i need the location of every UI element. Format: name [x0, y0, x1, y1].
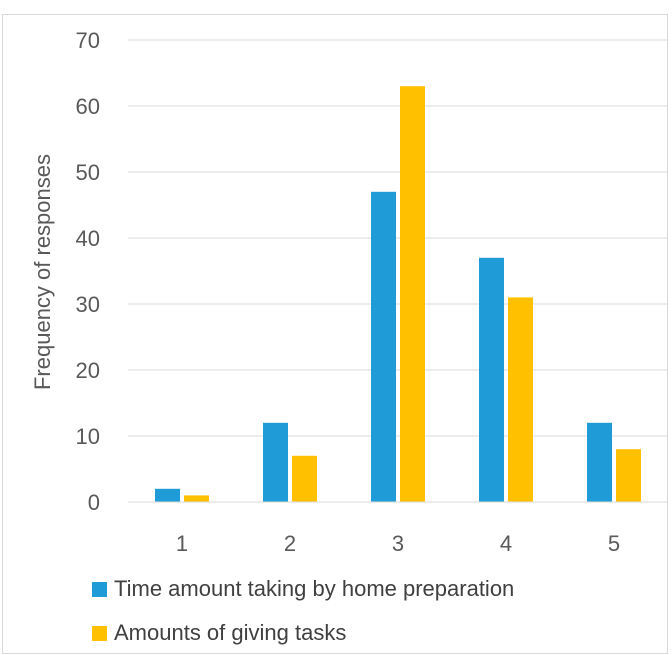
y-axis-ticks: 0 10 20 30 40 50 60 70: [76, 28, 100, 515]
bar-series-2-cat-2: [292, 455, 317, 502]
bar-series-2-cat-5: [616, 449, 641, 502]
bar-series-1-cat-2: [263, 422, 288, 502]
y-tick-label: 0: [88, 490, 100, 515]
y-axis-title: Frequency of responses: [30, 154, 55, 390]
y-tick-label: 50: [76, 160, 100, 185]
legend-swatch-series-1: [92, 582, 107, 597]
x-tick-label: 1: [176, 531, 188, 556]
bars: [155, 86, 641, 503]
legend-label-series-2: Amounts of giving tasks: [114, 620, 346, 645]
legend-label-series-1: Time amount taking by home preparation: [114, 576, 514, 601]
bar-series-2-cat-3: [400, 86, 425, 502]
gridlines: [128, 39, 668, 437]
bar-series-1-cat-4: [479, 257, 504, 502]
x-tick-label: 2: [284, 531, 296, 556]
y-tick-label: 10: [76, 424, 100, 449]
legend: Time amount taking by home preparation Am…: [92, 576, 514, 645]
x-tick-label: 3: [392, 531, 404, 556]
y-tick-label: 60: [76, 94, 100, 119]
x-axis-ticks: 1 2 3 4 5: [176, 531, 620, 556]
bar-series-1-cat-1: [155, 488, 180, 502]
y-tick-label: 70: [76, 28, 100, 53]
x-tick-label: 4: [500, 531, 512, 556]
bar-series-2-cat-1: [184, 495, 209, 502]
y-tick-label: 20: [76, 358, 100, 383]
y-tick-label: 30: [76, 292, 100, 317]
x-tick-label: 5: [608, 531, 620, 556]
bar-series-1-cat-5: [587, 422, 612, 502]
y-tick-label: 40: [76, 226, 100, 251]
chart-frame: [2, 14, 668, 654]
bar-series-1-cat-3: [371, 191, 396, 503]
bar-series-2-cat-4: [508, 297, 533, 502]
legend-swatch-series-2: [92, 626, 107, 641]
